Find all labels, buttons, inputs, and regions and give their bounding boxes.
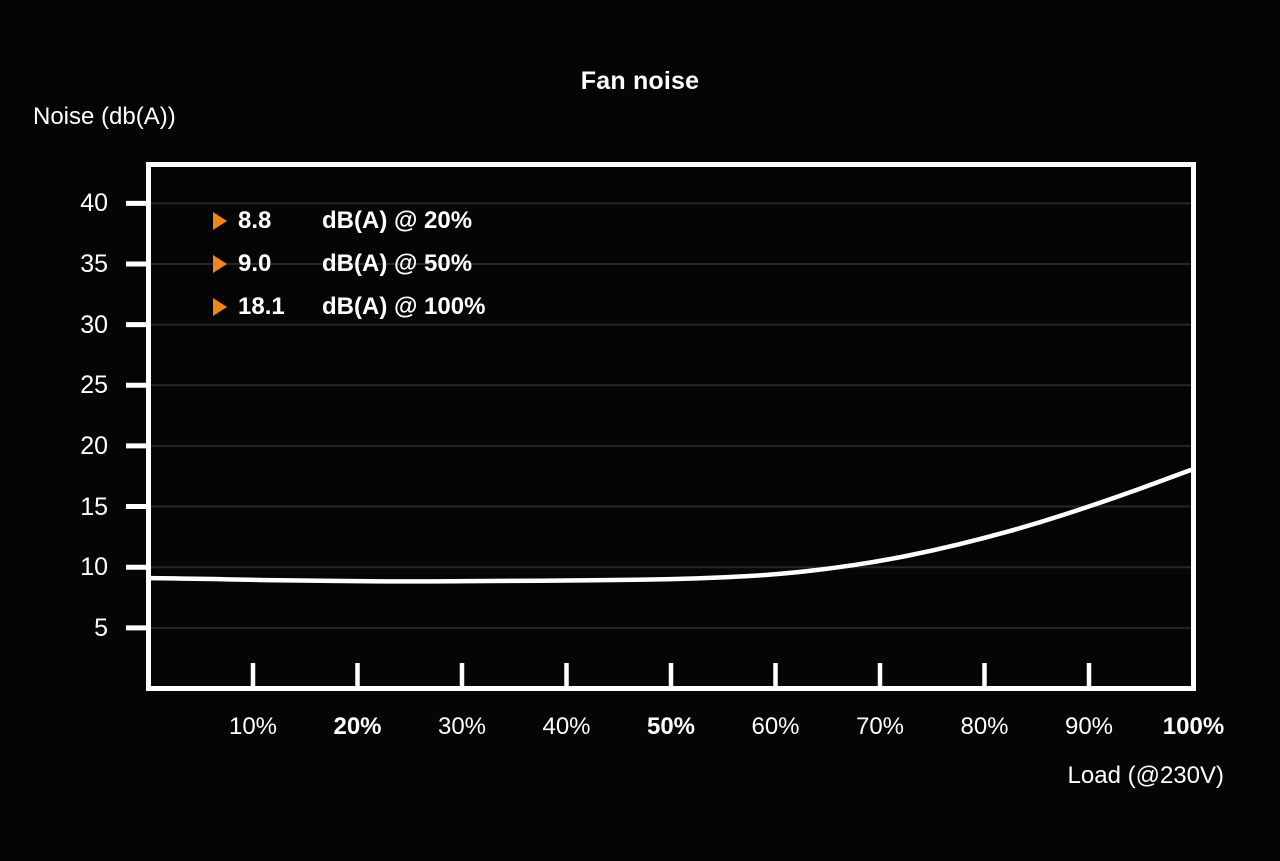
- y-tick-label: 25: [80, 371, 108, 400]
- legend-row: 8.8 dB(A) @ 20%: [213, 205, 485, 237]
- triangle-right-icon: [213, 255, 227, 273]
- legend-unit: dB(A) @ 20%: [322, 207, 473, 234]
- y-tick-label: 30: [80, 310, 108, 339]
- legend-unit: dB(A) @ 50%: [322, 250, 473, 277]
- x-tick-label: 100%: [1162, 713, 1225, 740]
- y-tick-label: 5: [94, 613, 108, 642]
- legend-value: 9.0: [238, 250, 272, 277]
- legend-value: 18.1: [238, 293, 285, 320]
- x-tick-label: 70%: [855, 713, 905, 740]
- x-tick-label: 50%: [646, 713, 696, 740]
- legend-value: 8.8: [238, 207, 272, 234]
- legend: 8.8 dB(A) @ 20% 9.0 dB(A) @ 50% 18.1 dB(…: [213, 205, 485, 334]
- triangle-right-icon: [213, 298, 227, 316]
- x-tick-label: 60%: [751, 713, 800, 740]
- x-tick-label: 40%: [542, 713, 591, 740]
- y-axis-title: Noise (db(A)): [33, 103, 176, 130]
- y-tick-label: 35: [80, 249, 108, 278]
- noise-curve-line: [148, 466, 1195, 584]
- legend-row: 9.0 dB(A) @ 50%: [213, 248, 485, 280]
- y-tick-label: 20: [80, 431, 108, 460]
- chart-title: Fan noise: [580, 67, 700, 95]
- gridlines: [151, 202, 1191, 629]
- x-tick-label: 80%: [960, 713, 1009, 740]
- y-tick-label: 40: [80, 189, 108, 218]
- x-tick-label: 90%: [1064, 713, 1114, 740]
- legend-unit: dB(A) @ 100%: [322, 293, 486, 320]
- y-tick-label: 15: [80, 492, 108, 521]
- noise-curve: [148, 466, 1195, 584]
- x-tick-label: 10%: [228, 713, 278, 740]
- legend-row: 18.1 dB(A) @ 100%: [213, 291, 485, 323]
- plot-border: [146, 162, 1196, 691]
- axis-ticks: [126, 200, 1092, 686]
- y-tick-label: 10: [80, 553, 108, 582]
- x-axis-title: Load (@230V): [1067, 762, 1224, 789]
- x-tick-label: 30%: [437, 713, 487, 740]
- x-tick-label: 20%: [333, 713, 382, 740]
- triangle-right-icon: [213, 212, 227, 230]
